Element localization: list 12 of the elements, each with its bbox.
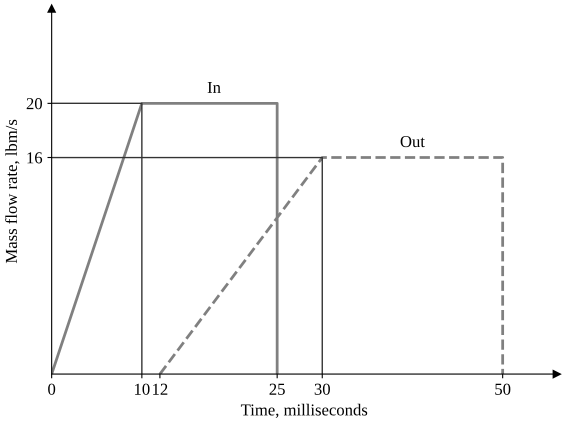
x-tick-label: 0 bbox=[48, 384, 56, 395]
y-axis-title: Mass flow rate, lbm/s bbox=[5, 120, 20, 264]
x-tick-label: 25 bbox=[270, 384, 285, 395]
y-tick-label: 16 bbox=[27, 152, 42, 164]
x-tick-label: 10 bbox=[134, 384, 150, 395]
x-tick-label: 50 bbox=[495, 384, 510, 395]
y-tick-label: 20 bbox=[26, 98, 42, 110]
x-tick-label: 30 bbox=[314, 384, 330, 395]
annotation: In bbox=[208, 82, 221, 93]
x-axis-title: Time, milliseconds bbox=[240, 404, 368, 418]
x-tick-label: 12 bbox=[153, 384, 168, 395]
annotation: Out bbox=[400, 136, 425, 148]
